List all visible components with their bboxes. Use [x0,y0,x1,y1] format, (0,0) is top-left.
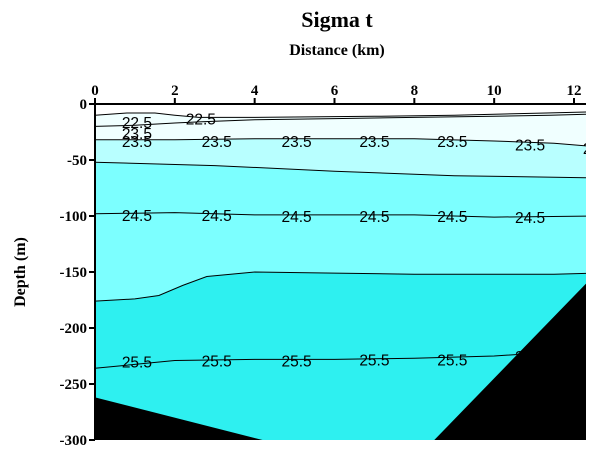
contour-label: 23.5 [202,134,232,151]
contour-line-24-5 [95,212,586,218]
contour-line-25 [95,271,586,302]
contour-line-23-5 [95,138,586,147]
x-tick-label: 8 [411,83,419,99]
y-ticks: 0 -50 -100 -150 -200 -250 -300 [60,97,95,449]
contour-label: 23.5 [437,134,467,151]
band-24-25 [95,272,586,440]
contour-line-24 [95,161,586,179]
y-tick-label: -200 [60,321,88,337]
bathymetry [95,283,586,440]
y-tick-label: -50 [67,153,87,169]
contour-label: 23.5 [122,134,152,151]
density-bands [95,104,586,440]
contour-line-22-5 [95,111,586,118]
y-tick-label: -300 [60,433,88,449]
contour-label: 24.5 [122,208,152,225]
bathymetry-seafloor-1 [95,397,263,440]
contour-lines [95,111,586,369]
x-ticks: 0 2 4 6 8 10 12 [91,83,582,104]
contour-label: 25.5 [282,354,312,371]
contour-line-23 [95,113,586,127]
y-tick-label: -250 [60,377,88,393]
y-axis-label: Depth (m) [12,237,29,307]
band-surface [95,104,586,118]
contour-label: 25.5 [122,355,152,372]
contour-label: 24.5 [437,209,467,226]
contour-label: 22.5 [186,112,216,129]
x-tick-label: 2 [171,83,179,99]
band-24-25-mid [95,162,586,302]
contour-label: 22.5 [122,115,152,132]
contour-label: 25.5 [515,349,545,366]
contour-label: 23.5 [122,126,152,143]
contour-label: 23.5 [583,141,591,158]
y-tick-label: 0 [80,97,88,113]
contour-label: 24.5 [515,210,545,227]
contour-label: 24.5 [282,209,312,226]
bathymetry-seafloor-2 [434,283,586,440]
band-23-24-upper [95,138,586,178]
contour-label: 24.5 [587,210,591,227]
plot-area: 22.522.523.523.523.523.523.523.523.523.5… [95,104,591,440]
contour-label: 25.5 [359,353,389,370]
x-tick-label: 10 [487,83,502,99]
axes: 0 2 4 6 8 10 12 0 -50 -100 -150 -200 -250 -300 [60,83,586,449]
contour-label: 24.5 [202,208,232,225]
x-axis-label: Distance (km) [289,42,385,59]
y-tick-label: -100 [60,209,88,225]
contour-label: 25.5 [437,353,467,370]
x-tick-label: 12 [567,83,582,99]
x-tick-label: 4 [251,83,259,99]
contour-line-25-5 [95,352,547,369]
contour-labels: 22.522.523.523.523.523.523.523.523.523.5… [122,112,591,372]
x-tick-label: 0 [91,83,99,99]
chart-title: Sigma t [301,7,373,32]
contour-label: 25.5 [202,354,232,371]
contour-label: 24.5 [359,209,389,226]
contour-label: 25.5 [583,345,591,362]
x-tick-label: 6 [331,83,339,99]
y-tick-label: -150 [60,265,88,281]
contour-label: 23.5 [515,137,545,154]
contour-label: 23.5 [359,134,389,151]
contour-label: 23.5 [282,134,312,151]
